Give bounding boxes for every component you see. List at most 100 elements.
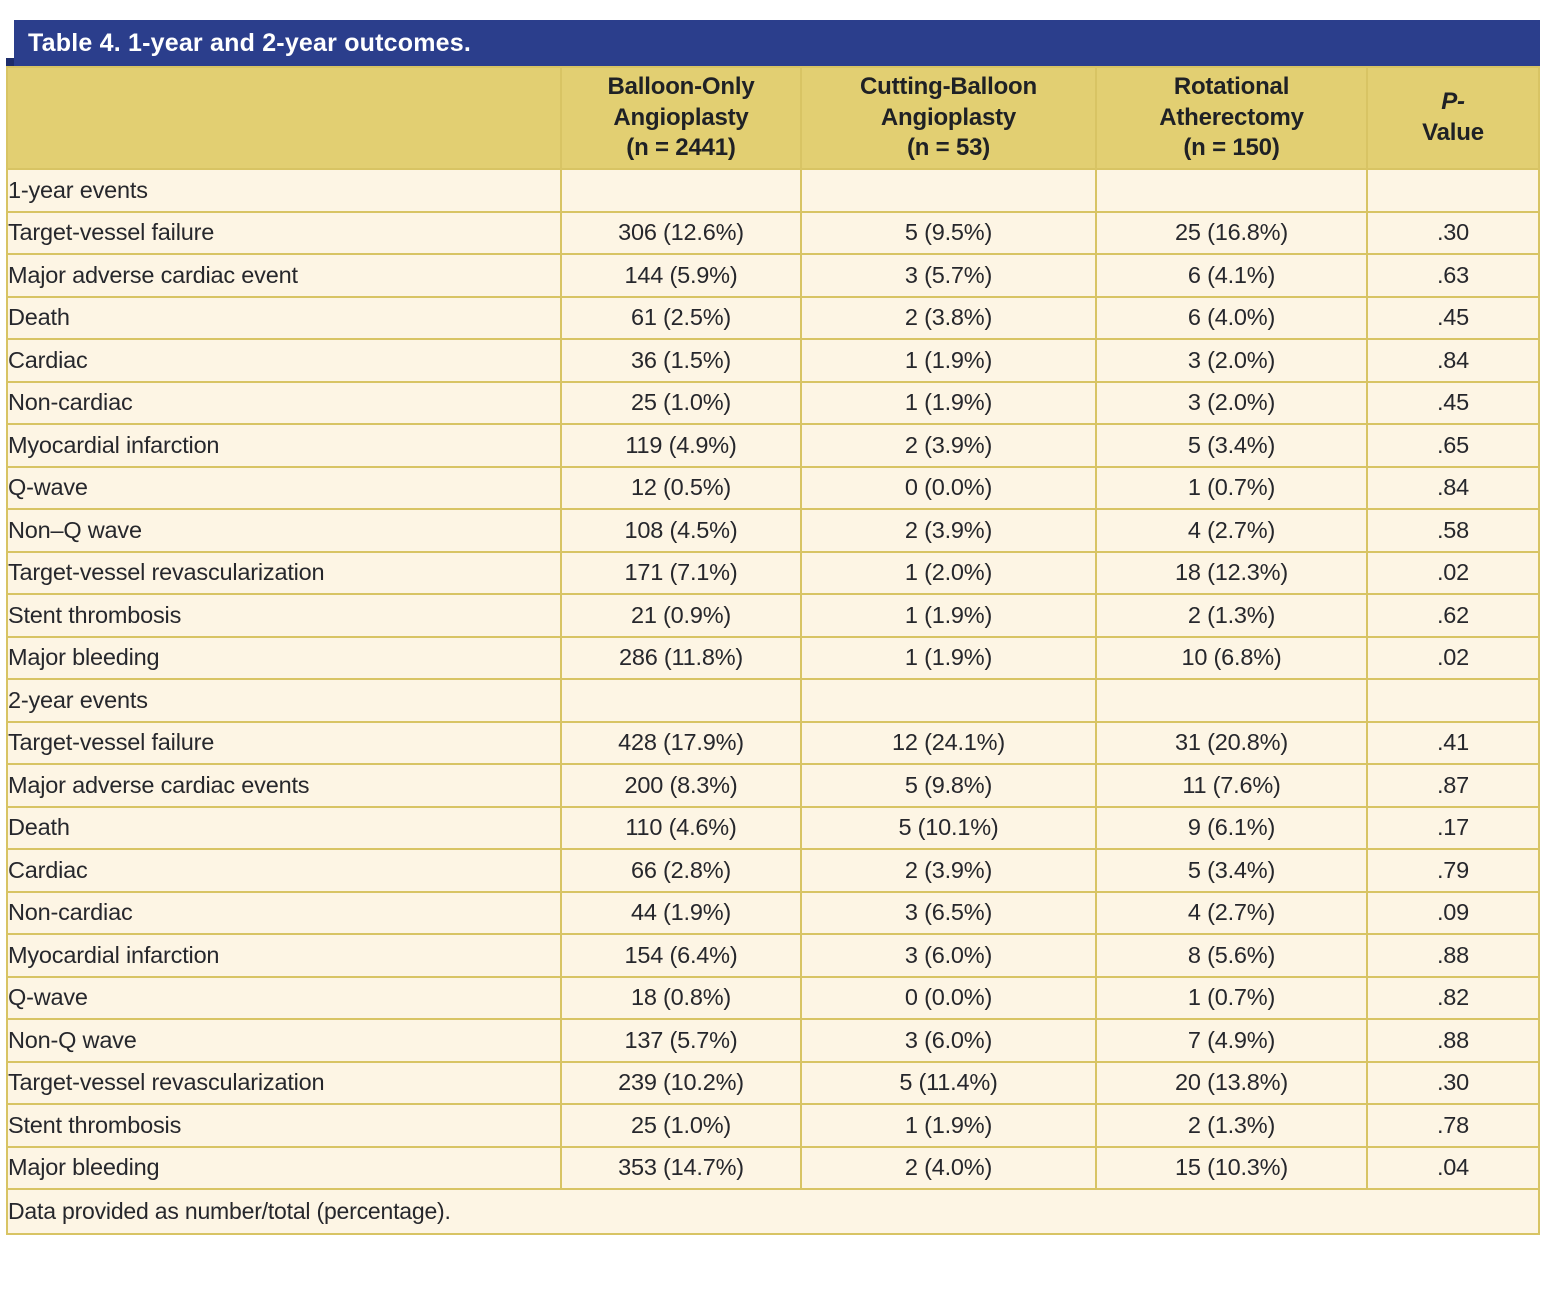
- outcome-label-cell: Q-wave: [6, 465, 562, 510]
- title-banner-fold: [6, 58, 14, 66]
- value-cell: 2 (1.3%): [1095, 1103, 1368, 1148]
- value-cell: 3 (6.0%): [800, 1018, 1097, 1063]
- value-cell: 10 (6.8%): [1095, 635, 1368, 680]
- column-header-line: Value: [1422, 119, 1484, 146]
- outcome-label-cell: Major bleeding: [6, 1145, 562, 1190]
- value-cell: 18 (12.3%): [1095, 550, 1368, 595]
- table-row: Non–Q wave 108 (4.5%) 2 (3.9%) 4 (2.7%) .58: [6, 508, 1540, 553]
- outcome-label-cell: Cardiac: [6, 848, 562, 893]
- value-cell: 119 (4.9%): [560, 423, 802, 468]
- outcome-label-cell: Myocardial infarction: [6, 423, 562, 468]
- column-header-line: (n = 150): [1183, 134, 1280, 162]
- value-cell: 44 (1.9%): [560, 890, 802, 935]
- table-row: Q-wave 12 (0.5%) 0 (0.0%) 1 (0.7%) .84: [6, 465, 1540, 510]
- column-header: Rotational Atherectomy (n = 150): [1095, 66, 1368, 170]
- table-row: Myocardial infarction 154 (6.4%) 3 (6.0%) 8…: [6, 933, 1540, 978]
- value-cell: 12 (0.5%): [560, 465, 802, 510]
- table-row: Major bleeding 286 (11.8%) 1 (1.9%) 10 (6.8…: [6, 635, 1540, 680]
- column-header: P- Value: [1366, 66, 1540, 170]
- value-cell: 1 (2.0%): [800, 550, 1097, 595]
- p-value-cell: .88: [1366, 933, 1540, 978]
- outcome-label-cell: Target-vessel revascularization: [6, 550, 562, 595]
- value-cell: 286 (11.8%): [560, 635, 802, 680]
- section-label-cell: 1-year events: [6, 168, 562, 213]
- outcome-label-cell: Non–Q wave: [6, 508, 562, 553]
- table-row: Target-vessel revascularization 239 (10.2…: [6, 1060, 1540, 1105]
- value-cell: 18 (0.8%): [560, 975, 802, 1020]
- p-value-cell: .84: [1366, 338, 1540, 383]
- value-cell: 3 (5.7%): [800, 253, 1097, 298]
- column-header-line: Angioplasty: [880, 103, 1017, 131]
- column-header-line: Angioplasty: [613, 103, 749, 131]
- value-cell: 4 (2.7%): [1095, 890, 1368, 935]
- value-cell: 200 (8.3%): [560, 763, 802, 808]
- value-cell: 3 (6.0%): [800, 933, 1097, 978]
- value-cell: 5 (3.4%): [1095, 848, 1368, 893]
- footnote: Data provided as number/total (percentag…: [6, 1188, 1540, 1235]
- value-cell: 66 (2.8%): [560, 848, 802, 893]
- value-cell: 2 (1.3%): [1095, 593, 1368, 638]
- table-row: Stent thrombosis 25 (1.0%) 1 (1.9%) 2 (1.3%…: [6, 1103, 1540, 1148]
- value-cell: 1 (0.7%): [1095, 975, 1368, 1020]
- outcome-label-cell: Myocardial infarction: [6, 933, 562, 978]
- outcomes-table-figure: Table 4. 1-year and 2-year outcomes. Bal…: [6, 20, 1540, 1235]
- column-header-line: Balloon-Only: [607, 72, 755, 100]
- value-cell: 8 (5.6%): [1095, 933, 1368, 978]
- value-cell: 137 (5.7%): [560, 1018, 802, 1063]
- table-footer: Data provided as number/total (percentag…: [6, 1188, 1540, 1235]
- value-cell: 2 (3.8%): [800, 295, 1097, 340]
- column-header-line: (n = 53): [906, 134, 991, 162]
- p-value-cell: .78: [1366, 1103, 1540, 1148]
- value-cell: 6 (4.0%): [1095, 295, 1368, 340]
- value-cell: 5 (10.1%): [800, 805, 1097, 850]
- value-cell: 1 (1.9%): [800, 380, 1097, 425]
- p-value-cell: .45: [1366, 380, 1540, 425]
- p-value-cell: .87: [1366, 763, 1540, 808]
- table-row: Target-vessel failure 306 (12.6%) 5 (9.5%)…: [6, 210, 1540, 255]
- table-row: Death 61 (2.5%) 2 (3.8%) 6 (4.0%) .45: [6, 295, 1540, 340]
- value-cell: 171 (7.1%): [560, 550, 802, 595]
- table-row: Non-cardiac 44 (1.9%) 3 (6.5%) 4 (2.7%) .09: [6, 890, 1540, 935]
- value-cell: 20 (13.8%): [1095, 1060, 1368, 1105]
- table-row: Major bleeding 353 (14.7%) 2 (4.0%) 15 (10.…: [6, 1145, 1540, 1190]
- p-value-cell: .41: [1366, 720, 1540, 765]
- outcome-label-cell: Target-vessel failure: [6, 210, 562, 255]
- p-value-cell: .30: [1366, 210, 1540, 255]
- column-header-line: Cutting-Balloon: [860, 72, 1037, 100]
- value-cell: [1095, 168, 1368, 213]
- p-value-cell: .58: [1366, 508, 1540, 553]
- table-row: Target-vessel revascularization 171 (7.1%…: [6, 550, 1540, 595]
- outcome-label-cell: Q-wave: [6, 975, 562, 1020]
- value-cell: 9 (6.1%): [1095, 805, 1368, 850]
- table-header: Balloon-Only Angioplasty (n = 2441) Cutting…: [6, 66, 1540, 170]
- column-header-line: Atherectomy: [1159, 103, 1304, 131]
- outcome-label-cell: Stent thrombosis: [6, 593, 562, 638]
- table-row: Cardiac 36 (1.5%) 1 (1.9%) 3 (2.0%) .84: [6, 338, 1540, 383]
- p-value-cell: .79: [1366, 848, 1540, 893]
- table-row: Non-Q wave 137 (5.7%) 3 (6.0%) 7 (4.9%) .88: [6, 1018, 1540, 1063]
- value-cell: 2 (3.9%): [800, 508, 1097, 553]
- column-header-outcome: [6, 66, 562, 170]
- table-title: Table 4. 1-year and 2-year outcomes.: [14, 20, 1540, 66]
- p-value-cell: .65: [1366, 423, 1540, 468]
- table-row: Major adverse cardiac event 144 (5.9%) 3 (…: [6, 253, 1540, 298]
- value-cell: 3 (2.0%): [1095, 380, 1368, 425]
- value-cell: [560, 678, 802, 723]
- outcome-label-cell: Stent thrombosis: [6, 1103, 562, 1148]
- value-cell: 2 (3.9%): [800, 423, 1097, 468]
- value-cell: [1095, 678, 1368, 723]
- value-cell: 154 (6.4%): [560, 933, 802, 978]
- value-cell: 31 (20.8%): [1095, 720, 1368, 765]
- value-cell: 21 (0.9%): [560, 593, 802, 638]
- outcome-label-cell: Non-cardiac: [6, 380, 562, 425]
- p-value-cell: .09: [1366, 890, 1540, 935]
- value-cell: 12 (24.1%): [800, 720, 1097, 765]
- table-row: Non-cardiac 25 (1.0%) 1 (1.9%) 3 (2.0%) .45: [6, 380, 1540, 425]
- p-value-cell: .62: [1366, 593, 1540, 638]
- value-cell: 2 (3.9%): [800, 848, 1097, 893]
- value-cell: 1 (1.9%): [800, 593, 1097, 638]
- value-cell: 1 (1.9%): [800, 1103, 1097, 1148]
- value-cell: 110 (4.6%): [560, 805, 802, 850]
- value-cell: [800, 168, 1097, 213]
- column-header-line: Rotational: [1173, 72, 1290, 100]
